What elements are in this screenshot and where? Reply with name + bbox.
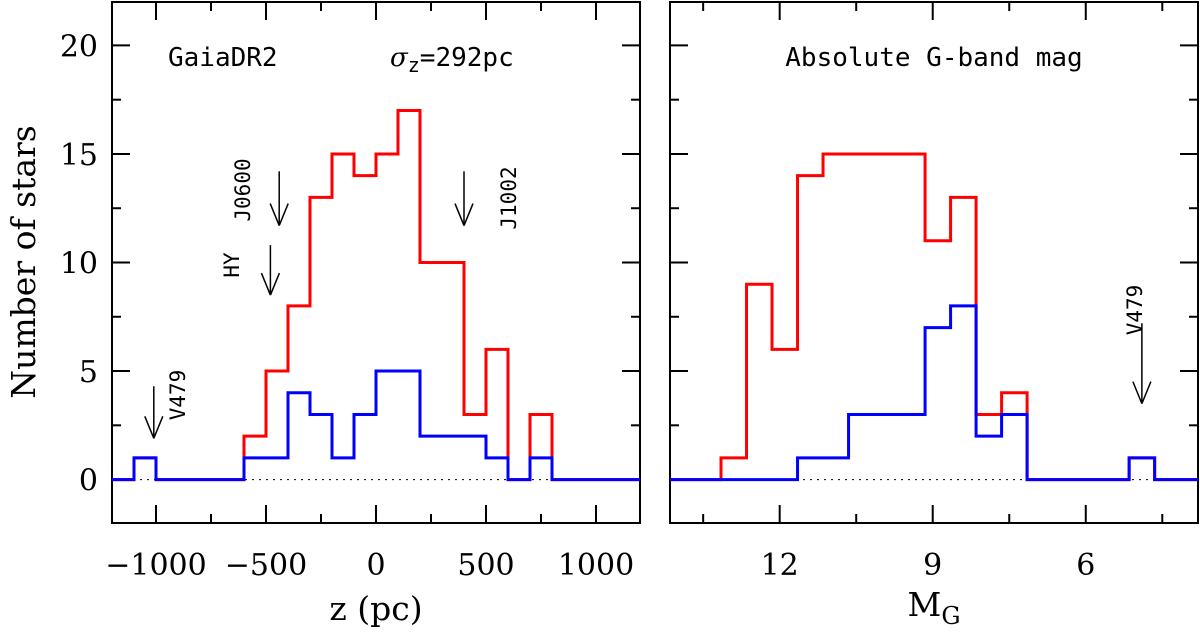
left-plot-frame	[111, 1, 641, 524]
annotation-arrow-v479	[1132, 323, 1152, 404]
annotation-label-j1002: J1002	[497, 166, 521, 229]
left-panel-title: GaiaDR2	[168, 43, 278, 73]
x-tick-label: 6	[1076, 548, 1095, 583]
y-tick-label: 10	[60, 247, 98, 282]
annotation-label-hy: HY	[220, 252, 244, 278]
right-panel-title: Absolute G-band mag	[785, 43, 1082, 73]
right-x-axis-label: MG	[908, 585, 961, 630]
annotation-label-v479: V479	[166, 370, 190, 421]
annotation-arrow-j0600	[269, 171, 289, 226]
annotation-label-j0600: J0600	[231, 158, 255, 221]
x-tick-label: −500	[225, 548, 307, 583]
x-tick-label: 500	[457, 548, 514, 583]
annotation-label-v479: V479	[1123, 285, 1147, 336]
y-axis-label: Number of stars	[4, 125, 43, 399]
sigma-label: σz=292pc	[390, 43, 514, 77]
y-tick-label: 0	[79, 464, 98, 499]
annotation-arrow-hy	[260, 245, 281, 296]
histogram-subset-series	[670, 304, 1198, 482]
right-plot-frame	[669, 1, 1199, 524]
x-tick-label: 0	[366, 548, 385, 583]
y-tick-label: 20	[60, 29, 98, 64]
y-tick-label: 5	[79, 355, 98, 390]
left-x-axis-label: z (pc)	[329, 589, 422, 628]
x-tick-label: 12	[761, 548, 799, 583]
right-panel: 12 9 6 V479 Absolute G-band mag MG	[669, 1, 1199, 630]
annotation-arrow-v479	[144, 386, 164, 439]
x-tick-label: 9	[923, 548, 942, 583]
annotation-arrow-j1002	[454, 171, 474, 226]
x-tick-label: −1000	[105, 548, 206, 583]
left-panel: 0 5 10 15 20 −1000 −500 0 500 1000 V479 HY J0600 J10…	[4, 1, 641, 628]
histogram-subset-series	[112, 369, 640, 482]
histogram-all-series	[670, 152, 1198, 482]
histogram-all-series	[112, 109, 640, 482]
y-tick-label: 15	[60, 138, 98, 173]
x-tick-label: 1000	[558, 548, 634, 583]
